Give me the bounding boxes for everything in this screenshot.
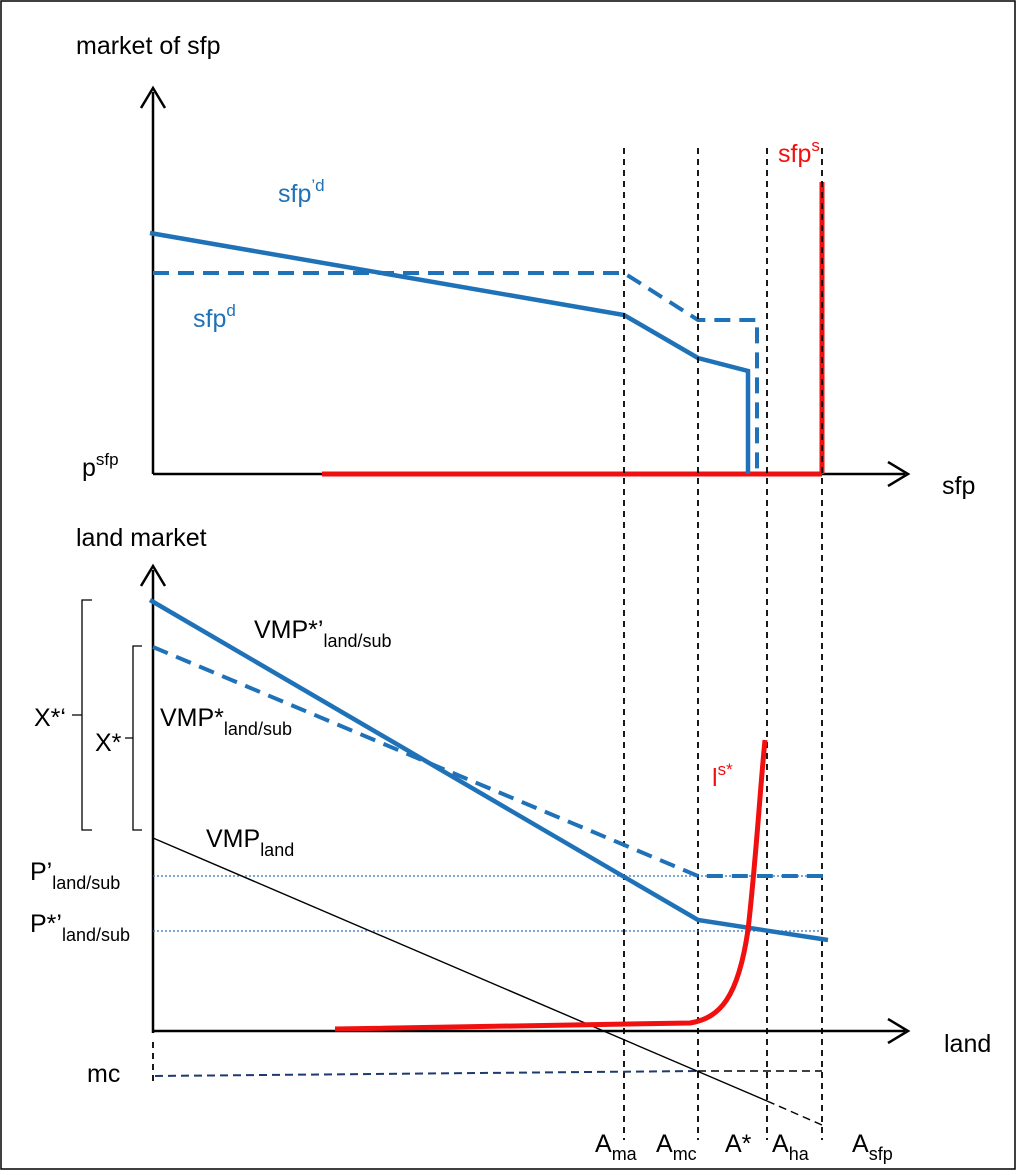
x-star-label: X* — [95, 729, 122, 757]
top-x-axis-arrow — [887, 460, 911, 488]
marker-a-ma: Ama — [595, 1130, 638, 1164]
vmp-land-line — [152, 837, 768, 1102]
p-star-label: P*’land/sub — [30, 910, 130, 945]
mc-label: mc — [87, 1060, 120, 1088]
bottom-x-axis-arrow — [887, 1017, 911, 1045]
bottom-x-axis-label: land — [944, 1030, 991, 1058]
top-y-axis-arrow — [139, 85, 167, 109]
sfp-demand-new-curve — [153, 271, 759, 474]
bottom-y-axis-arrow — [139, 563, 167, 587]
top-x-axis-label: sfp — [942, 472, 975, 500]
x-star-new-label: X*‘ — [34, 704, 66, 732]
marker-a-mc: Amc — [656, 1130, 697, 1164]
vmp-land-label: VMPland — [206, 825, 294, 860]
bottom-panel-title: land market — [76, 524, 207, 552]
marker-guides — [152, 148, 823, 1140]
vmp-sub-curve — [152, 645, 826, 878]
marker-a-sfp: Asfp — [852, 1130, 893, 1164]
land-supply-curve — [334, 739, 768, 1032]
x-star-new-bracket — [72, 599, 92, 831]
vmp-land-extension — [766, 1100, 823, 1126]
top-y-axis-label: psfp — [82, 450, 119, 482]
vmp-sub-label: VMP*land/sub — [160, 704, 292, 739]
marker-a-ha: Aha — [772, 1130, 810, 1164]
sfp-demand-curve — [149, 230, 751, 474]
marker-a-star: A* — [725, 1130, 752, 1158]
vmp-sub-new-curve — [148, 598, 829, 943]
p-sub-label: P’land/sub — [30, 858, 120, 893]
top-panel-title: market of sfp — [76, 32, 221, 60]
mc-line — [154, 1070, 699, 1077]
sfp-demand-new-label: sfp’d — [278, 176, 325, 208]
x-star-bracket — [125, 645, 142, 831]
sfp-demand-label: sfpd — [193, 301, 236, 333]
sfp-supply-label: sfps — [778, 136, 820, 168]
vmp-sub-new-label: VMP*’land/sub — [254, 616, 392, 651]
land-supply-label: ls* — [712, 760, 733, 792]
